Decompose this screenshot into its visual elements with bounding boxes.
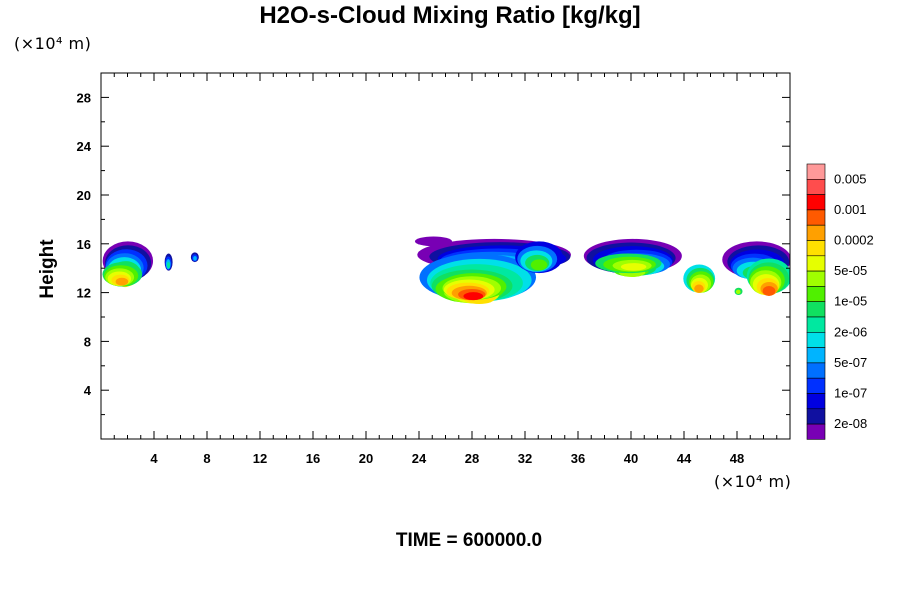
x-tick-label: 4 bbox=[150, 451, 158, 466]
x-axis-unit: (×10⁴ m) bbox=[714, 472, 792, 491]
x-tick-label: 16 bbox=[306, 451, 320, 466]
x-tick-label: 20 bbox=[359, 451, 373, 466]
y-tick-label: 24 bbox=[77, 139, 92, 154]
colorbar-cell bbox=[806, 286, 826, 302]
colorbar-cell bbox=[806, 240, 826, 257]
cloud-contour bbox=[115, 277, 129, 286]
colorbar-label: 2e-08 bbox=[834, 416, 867, 431]
y-tick-label: 28 bbox=[77, 90, 91, 105]
x-tick-label: 48 bbox=[730, 451, 744, 466]
time-footer: TIME = 600000.0 bbox=[395, 530, 543, 551]
y-axis-unit: (×10⁴ m) bbox=[14, 34, 92, 53]
cloud-contour bbox=[735, 289, 741, 294]
cloud-field bbox=[102, 236, 790, 305]
colorbar-label: 5e-05 bbox=[834, 263, 867, 278]
x-tick-label: 40 bbox=[624, 451, 638, 466]
x-tick-label: 32 bbox=[518, 451, 532, 466]
cloud-contour bbox=[762, 285, 776, 296]
colorbar-cell bbox=[806, 316, 826, 333]
y-tick-label: 8 bbox=[84, 334, 91, 349]
colorbar-cell bbox=[806, 270, 826, 287]
x-tick-label: 28 bbox=[465, 451, 479, 466]
cloud-contour bbox=[463, 292, 484, 301]
colorbar-label: 1e-07 bbox=[834, 386, 867, 401]
colorbar-label: 1e-05 bbox=[834, 294, 867, 309]
colorbar: 0.005 0.001 0.0002 5e-05 1e-05 2e-06 5e-07 1e-0… bbox=[806, 163, 874, 440]
colorbar-cell bbox=[806, 255, 826, 272]
colorbar-cell bbox=[806, 163, 826, 180]
cloud-contour bbox=[423, 239, 446, 245]
colorbar-cell bbox=[806, 179, 826, 195]
y-tick-label: 20 bbox=[77, 188, 91, 203]
colorbar-label: 2e-06 bbox=[834, 324, 867, 339]
colorbar-cell bbox=[806, 331, 826, 348]
y-tick-label: 16 bbox=[77, 237, 91, 252]
x-tick-label: 12 bbox=[253, 451, 267, 466]
colorbar-cell bbox=[806, 377, 826, 394]
colorbar-label: 0.005 bbox=[834, 171, 867, 186]
colorbar-cell bbox=[806, 423, 826, 440]
y-tick-label: 12 bbox=[77, 286, 91, 301]
colorbar-cell bbox=[806, 301, 826, 318]
colorbar-cell bbox=[806, 362, 826, 379]
x-tick-label: 24 bbox=[412, 451, 427, 466]
y-tick-label: 4 bbox=[84, 383, 92, 398]
cloud-contour bbox=[620, 263, 647, 271]
colorbar-cell bbox=[806, 209, 826, 226]
colorbar-cell bbox=[806, 347, 826, 364]
colorbar-cell bbox=[806, 408, 826, 425]
cloud-contour bbox=[166, 261, 171, 269]
cloud-contour bbox=[694, 284, 704, 293]
x-tick-label: 36 bbox=[571, 451, 585, 466]
colorbar-cell bbox=[806, 224, 826, 241]
colorbar-label: 0.001 bbox=[834, 202, 867, 217]
colorbar-cell bbox=[806, 393, 826, 410]
cloud-contour bbox=[530, 259, 548, 271]
x-tick-label: 44 bbox=[677, 451, 692, 466]
chart-title: H2O-s-Cloud Mixing Ratio [kg/kg] bbox=[259, 2, 641, 29]
cloud-contour bbox=[193, 256, 197, 261]
x-tick-label: 8 bbox=[203, 451, 210, 466]
colorbar-label: 5e-07 bbox=[834, 355, 867, 370]
colorbar-cell bbox=[806, 194, 826, 211]
colorbar-label: 0.0002 bbox=[834, 233, 874, 248]
